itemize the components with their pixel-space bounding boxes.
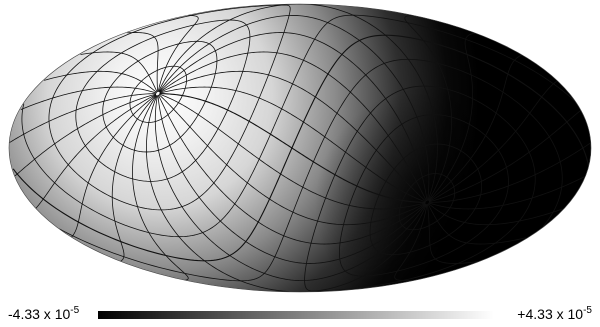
graticule-meridian <box>14 93 585 210</box>
graticule-meridian <box>35 94 563 226</box>
graticule-meridian <box>111 94 478 264</box>
colorbar-min-label: -4.33 x 10-5 <box>8 305 80 322</box>
graticule-meridian <box>158 4 438 201</box>
graticule-meridian <box>9 93 591 203</box>
graticule-meridian <box>20 86 581 203</box>
graticule-meridian <box>159 51 427 202</box>
graticule-meridian <box>158 94 426 245</box>
graticule-meridian <box>44 70 558 202</box>
graticule-meridian <box>159 93 426 210</box>
graticule-meridian <box>157 95 427 264</box>
colorbar-gradient <box>98 311 494 319</box>
graticule-meridian <box>159 32 428 201</box>
graticule-meridian <box>146 95 427 292</box>
colorbar-max-label: +4.33 x 10-5 <box>517 305 592 322</box>
graticule-meridian <box>71 94 526 245</box>
graticule-parallel <box>59 58 563 282</box>
graticule-meridian <box>158 94 426 226</box>
graticule-equator <box>12 34 590 262</box>
sky-map <box>8 3 592 293</box>
cold-spot <box>9 4 591 292</box>
map-outline <box>8 3 592 293</box>
graticule-meridian <box>154 95 427 281</box>
graticule-meridian <box>127 32 476 202</box>
graticule-prime-meridian <box>159 93 426 203</box>
graticule-meridian <box>159 86 426 203</box>
graticule-meridian <box>157 15 452 201</box>
graticule-meridian <box>159 70 427 202</box>
colorbar: -4.33 x 10-5 +4.33 x 10-5 <box>0 300 600 327</box>
graticule-meridian <box>158 15 430 201</box>
graticule-meridian <box>80 51 523 202</box>
graticule <box>9 4 591 292</box>
graticule-meridian <box>132 95 428 281</box>
